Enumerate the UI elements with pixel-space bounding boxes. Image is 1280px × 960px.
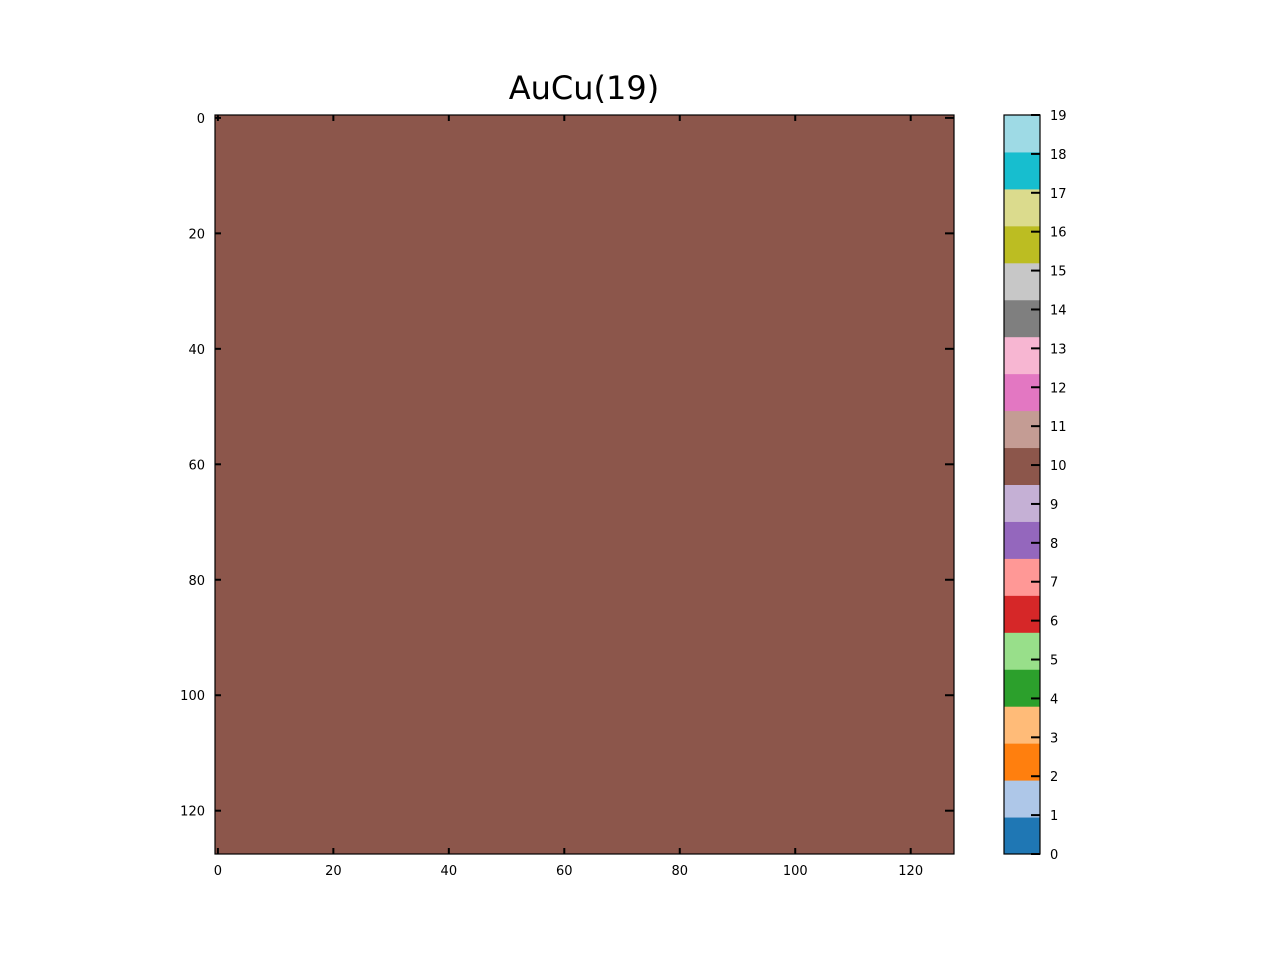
colorbar-tick-label-14: 14 <box>1050 303 1067 318</box>
colorbar-tick-label-3: 3 <box>1050 731 1058 746</box>
colorbar-segment-8 <box>1004 521 1040 559</box>
colorbar-tick-label-18: 18 <box>1050 148 1067 163</box>
x-tick-label-100: 100 <box>783 864 808 879</box>
x-tick-label-0: 0 <box>214 864 222 879</box>
y-tick-label-120: 120 <box>180 805 205 820</box>
colorbar-tick-label-7: 7 <box>1050 576 1058 591</box>
colorbar-tick-label-12: 12 <box>1050 381 1067 396</box>
chart-title: AuCu(19) <box>509 69 659 107</box>
x-tick-label-120: 120 <box>898 864 923 879</box>
y-tick-label-60: 60 <box>188 458 205 473</box>
colorbar-tick-label-4: 4 <box>1050 692 1058 707</box>
x-tick-label-60: 60 <box>556 864 573 879</box>
colorbar-tick-label-1: 1 <box>1050 809 1058 824</box>
colorbar-segment-14 <box>1004 299 1040 338</box>
colorbar-segment-10 <box>1004 447 1040 485</box>
plot-frame <box>214 114 955 855</box>
colorbar-tick-label-2: 2 <box>1050 770 1058 785</box>
x-tick-label-40: 40 <box>441 864 458 879</box>
colorbar-segment-15 <box>1004 262 1040 301</box>
colorbar-tick-label-19: 19 <box>1050 109 1067 124</box>
colorbar-segment-11 <box>1004 410 1040 449</box>
colorbar-segment-4 <box>1004 669 1040 707</box>
colorbar-frame <box>1003 114 1041 855</box>
colorbar-segment-1 <box>1004 780 1040 818</box>
colorbar-tick-label-13: 13 <box>1050 342 1067 357</box>
colorbar-segment-12 <box>1004 373 1040 412</box>
colorbar-tick-label-10: 10 <box>1050 459 1067 474</box>
colorbar-segment-18 <box>1004 151 1040 190</box>
y-axis: 0 20 40 60 80 100 120 <box>180 112 954 820</box>
colorbar-tick-label-8: 8 <box>1050 537 1058 552</box>
colorbar-segment-19 <box>1004 115 1040 153</box>
x-axis: 0 20 40 60 80 100 120 <box>214 115 923 879</box>
heatmap-field <box>215 115 954 854</box>
plot-area <box>214 114 955 855</box>
y-tick-label-0: 0 <box>197 112 205 127</box>
colorbar-tick-label-11: 11 <box>1050 420 1067 435</box>
colorbar-tick-label-0: 0 <box>1050 848 1058 863</box>
colorbar-tick-label-16: 16 <box>1050 226 1067 241</box>
colorbar-tick-label-9: 9 <box>1050 498 1058 513</box>
y-tick-label-40: 40 <box>188 343 205 358</box>
colorbar-segment-0 <box>1004 817 1040 855</box>
colorbar-tick-label-6: 6 <box>1050 615 1058 630</box>
colorbar-tick-label-15: 15 <box>1050 265 1067 280</box>
colorbar-segment-2 <box>1004 743 1040 781</box>
colorbar-segment-7 <box>1004 558 1040 596</box>
colorbar-segment-17 <box>1004 188 1040 227</box>
colorbar-tick-label-17: 17 <box>1050 187 1067 202</box>
colorbar-segment-6 <box>1004 595 1040 633</box>
y-tick-label-100: 100 <box>180 689 205 704</box>
colorbar-segment-5 <box>1004 632 1040 670</box>
colorbar-tick-label-5: 5 <box>1050 654 1058 669</box>
y-tick-label-20: 20 <box>188 227 205 242</box>
colorbar-segment-13 <box>1004 336 1040 375</box>
x-tick-label-20: 20 <box>325 864 342 879</box>
x-tick-label-80: 80 <box>671 864 688 879</box>
y-tick-label-80: 80 <box>188 574 205 589</box>
